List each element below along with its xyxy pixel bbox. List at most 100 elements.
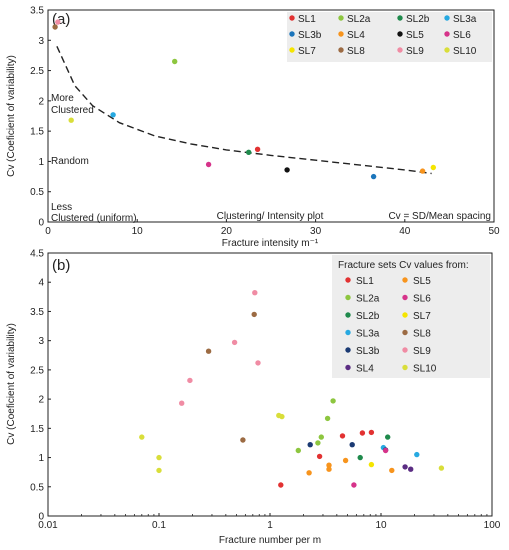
panel-b-point-sl3b — [349, 442, 355, 448]
legend-b-label-sl6: SL6 — [413, 294, 431, 305]
panel-b-point-sl9 — [179, 400, 185, 406]
panel-b-point-sl1 — [339, 433, 346, 439]
legend-b-label-sl8: SL8 — [413, 329, 431, 340]
legend-a-marker-sl5 — [397, 31, 403, 37]
legend-b-label-sl3a: SL3a — [356, 329, 380, 340]
panel-a-xtick-label: 50 — [488, 226, 500, 237]
panel-b-point-sl9 — [255, 360, 261, 366]
panel-a-xtick-label: 40 — [399, 226, 411, 237]
panel-b-point-sl1 — [359, 430, 366, 436]
panel-a-ytick-label: 2.5 — [30, 66, 44, 77]
panel-a-legend: SL1 SL2a SL2b SL3a SL3b SL4 SL5 SL6 SL7 SL8 SL9 SL1… — [289, 14, 477, 57]
legend-b-label-sl1: SL1 — [356, 276, 374, 287]
panel-a-point-sl5 — [284, 167, 290, 173]
panel-a-point-sl8 — [52, 24, 58, 30]
annotation-less-clustered-1: Less — [51, 202, 72, 213]
panel-a-xtick-label: 30 — [310, 226, 322, 237]
panel-b-label: (b) — [52, 257, 70, 274]
panel-a-point-sl1 — [254, 146, 261, 152]
legend-a-label-sl2b: SL2b — [406, 14, 430, 25]
panel-b-point-sl1 — [368, 429, 375, 436]
legend-a-marker-sl4 — [338, 31, 344, 37]
legend-b-marker-sl2a — [345, 294, 351, 301]
panel-a-point-sl10 — [68, 117, 74, 123]
annotation-random: Random — [51, 156, 89, 167]
panel-b-point-sl2a — [324, 415, 331, 422]
legend-b-marker-sl3a — [345, 329, 351, 336]
panel-b-point-sl5 — [342, 457, 349, 464]
legend-a-marker-sl7 — [289, 47, 295, 53]
legend-a-label-sl7: SL7 — [298, 46, 316, 57]
panel-a-ytick-label: 0.5 — [30, 187, 44, 198]
legend-a-marker-sl2a — [338, 15, 344, 21]
panel-b-point-sl8 — [251, 311, 257, 318]
panel-b-point-sl5 — [326, 466, 332, 472]
panel-b-legend-box — [332, 255, 490, 378]
panel-b-ytick-label: 1 — [38, 453, 44, 464]
legend-a-marker-sl3b — [289, 31, 295, 37]
legend-a-marker-sl10 — [444, 47, 450, 53]
panel-b-point-sl8 — [240, 437, 246, 443]
panel-a-xtick-label: 0 — [45, 226, 51, 237]
panel-a-point-sl2b — [246, 149, 252, 155]
panel-a-ytick-label: 3 — [38, 36, 44, 47]
panel-b-ytick-label: 4.5 — [30, 249, 44, 260]
legend-b-marker-sl1 — [345, 277, 351, 283]
panel-b-point-sl7 — [368, 461, 375, 468]
legend-b-marker-sl10 — [402, 364, 408, 371]
panel-b-point-sl2a — [315, 440, 321, 446]
panel-b-point-sl3a — [414, 451, 420, 458]
panel-b-point-sl2a — [318, 434, 324, 440]
legend-a-marker-sl8 — [338, 47, 344, 53]
panel-a-ytick-label: 1 — [38, 157, 44, 168]
panel-b-ytick-label: 2 — [38, 395, 44, 406]
panel-b-axes: 0.01 0.1 1 10 100 0 0.5 1 1.5 2 2.5 3 3.5 4 4.5 — [30, 249, 501, 532]
panel-b-ytick-label: 0 — [38, 512, 44, 523]
panel-b-xtick-label: 0.01 — [38, 520, 58, 531]
panel-b-point-sl9 — [231, 339, 238, 346]
legend-a-label-sl3a: SL3a — [453, 14, 477, 25]
panel-b-point-sl8 — [205, 348, 212, 354]
legend-b-label-sl4: SL4 — [356, 364, 374, 375]
panel-b-legend-title: Fracture sets Cv values from: — [338, 260, 469, 271]
legend-a-label-sl10: SL10 — [453, 46, 477, 57]
panel-b-ytick-label: 0.5 — [30, 482, 44, 493]
annotation-more-clustered-1: More — [51, 93, 74, 104]
panel-b-point-sl1 — [316, 453, 323, 460]
panel-b-point-sl10 — [156, 454, 162, 461]
annotation-less-clustered-2: Clustered (uniform) — [51, 213, 137, 224]
panel-b-point-sl10 — [438, 465, 445, 471]
panel-b-xtick-label: 0.1 — [152, 520, 166, 531]
panel-a-xtick-label: 20 — [221, 226, 233, 237]
panel-b-ytick-label: 2.5 — [30, 365, 44, 376]
legend-a-label-sl5: SL5 — [406, 30, 424, 41]
legend-b-label-sl10: SL10 — [413, 364, 437, 375]
panel-a-point-sl3a — [110, 112, 116, 118]
legend-b-marker-sl3b — [345, 347, 351, 353]
panel-a-title: Clustering/ Intensity plot — [217, 211, 324, 222]
panel-b-point-sl6 — [351, 482, 357, 488]
panel-b-xtick-label: 100 — [484, 520, 501, 531]
panel-b-legend: SL1 SL5 SL2a SL6 SL2b SL7 SL3a SL8 SL3b SL9 SL4 SL1… — [345, 276, 437, 375]
legend-a-marker-sl6 — [444, 31, 450, 37]
legend-a-marker-sl1 — [289, 15, 295, 21]
panel-a-point-sl2a — [172, 58, 178, 65]
legend-a-label-sl9: SL9 — [406, 46, 424, 57]
panel-a-axes: 0 10 20 30 40 50 0 0.5 1 1.5 2 2.5 3 3.5 — [30, 6, 500, 238]
panel-b-point-sl4 — [408, 466, 414, 472]
panel-b-ylabel: Cv (Coeficient of variability) — [6, 323, 17, 445]
panel-b-ytick-label: 1.5 — [30, 424, 44, 435]
panel-b-point-sl9 — [187, 377, 193, 384]
panel-a-ytick-label: 3.5 — [30, 6, 44, 17]
legend-a-label-sl6: SL6 — [453, 30, 471, 41]
panel-b-point-sl5 — [326, 462, 332, 468]
panel-a-xlabel: Fracture intensity m⁻¹ — [222, 238, 319, 249]
panel-a-ylabel: Cv (Coeficient of variability) — [6, 55, 17, 177]
panel-b-ytick-label: 3.5 — [30, 307, 44, 318]
panel-b-point-sl1 — [278, 482, 284, 488]
legend-a-marker-sl2b — [397, 15, 403, 21]
panel-b-point-sl3b — [307, 442, 313, 448]
annotation-formula: Cv = SD/Mean spacing — [388, 211, 491, 222]
legend-b-marker-sl9 — [402, 347, 408, 353]
